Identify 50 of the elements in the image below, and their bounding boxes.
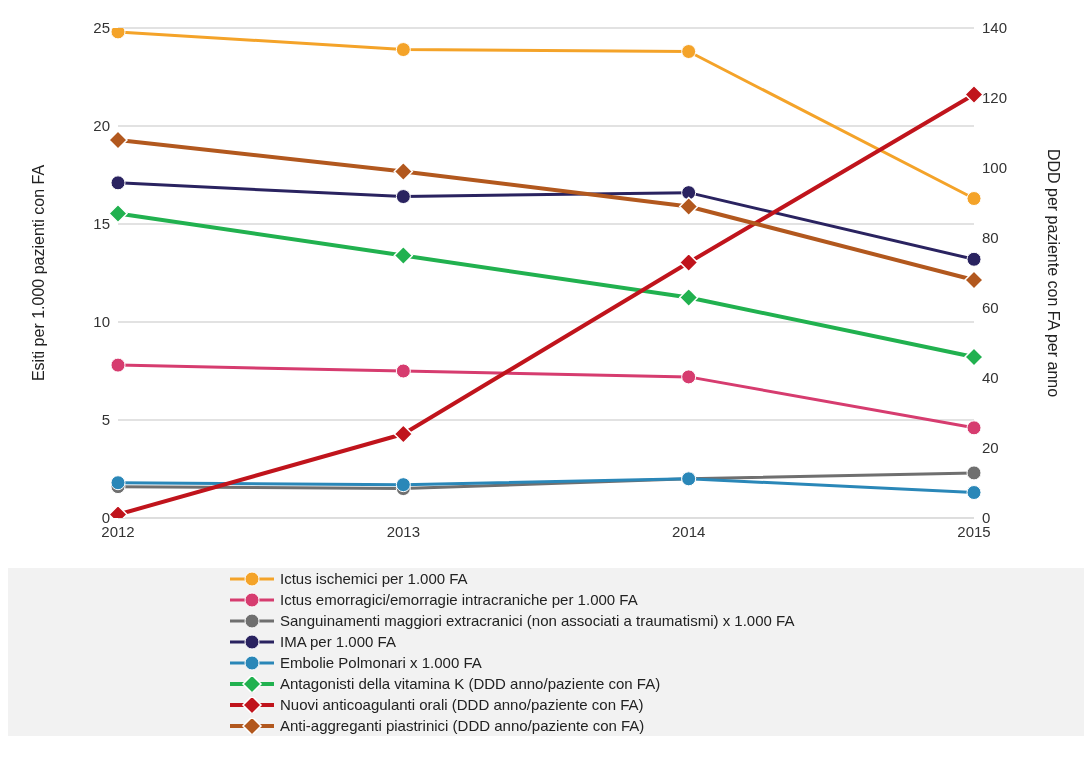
point xyxy=(393,424,414,444)
y-tick-label: 5 xyxy=(101,411,110,429)
point xyxy=(964,270,984,290)
point xyxy=(678,252,699,273)
y2-tick-label: 20 xyxy=(982,439,999,457)
legend-label: Sanguinamenti maggiori extracranici (non associati a traumatismi) x 1.000 FA xyxy=(280,612,795,629)
point xyxy=(108,130,128,150)
point xyxy=(966,251,982,267)
legend-label: Nuovi anticoagulanti orali (DDD anno/paziente con FA) xyxy=(280,696,644,713)
point xyxy=(678,287,699,308)
point xyxy=(681,44,697,60)
point xyxy=(964,84,984,105)
point xyxy=(393,161,414,182)
y-tick-label: 20 xyxy=(93,117,110,135)
legend-label: Antagonisti della vitamina K (DDD anno/paziente con FA) xyxy=(280,675,661,692)
legend-label: Ictus emorragici/emorragie intracraniche per 1.000 FA xyxy=(280,591,638,608)
legend-label: Anti-aggreganti piastrinici (DDD anno/paziente con FA) xyxy=(280,717,645,734)
y2-axis-title: DDD per paziente con FA per anno xyxy=(1045,148,1063,398)
point xyxy=(393,245,414,266)
point xyxy=(681,185,697,201)
x-tick-label: 2013 xyxy=(386,522,421,540)
point xyxy=(678,196,699,217)
point xyxy=(110,475,126,491)
y2-tick-label: 140 xyxy=(982,19,1008,37)
legend-label: Ictus ischemici per 1.000 FA xyxy=(280,570,468,587)
point xyxy=(110,357,126,373)
point xyxy=(681,369,697,385)
y2-tick-label: 40 xyxy=(982,369,999,387)
y2-tick-label: 120 xyxy=(982,89,1008,107)
y2-tick-label: 100 xyxy=(982,159,1008,177)
point xyxy=(966,191,982,207)
y2-tick-label: 80 xyxy=(982,229,999,247)
y-tick-label: 25 xyxy=(93,19,110,37)
y-axis-title: Esiti per 1.000 pazienti con FA xyxy=(29,164,47,382)
point xyxy=(395,477,411,493)
point xyxy=(108,203,128,224)
point xyxy=(395,189,411,205)
point xyxy=(110,175,126,191)
y-tick-label: 10 xyxy=(93,313,110,331)
point xyxy=(966,485,982,501)
point xyxy=(395,363,411,379)
x-tick-label: 2014 xyxy=(671,522,706,540)
point xyxy=(966,420,982,436)
point xyxy=(395,42,411,58)
point xyxy=(964,347,984,367)
legend-label: Embolie Polmonari x 1.000 FA xyxy=(280,654,482,671)
legend-label: IMA per 1.000 FA xyxy=(280,633,396,650)
point xyxy=(966,465,982,481)
y2-tick-label: 60 xyxy=(982,299,999,317)
y-tick-label: 15 xyxy=(93,215,110,233)
